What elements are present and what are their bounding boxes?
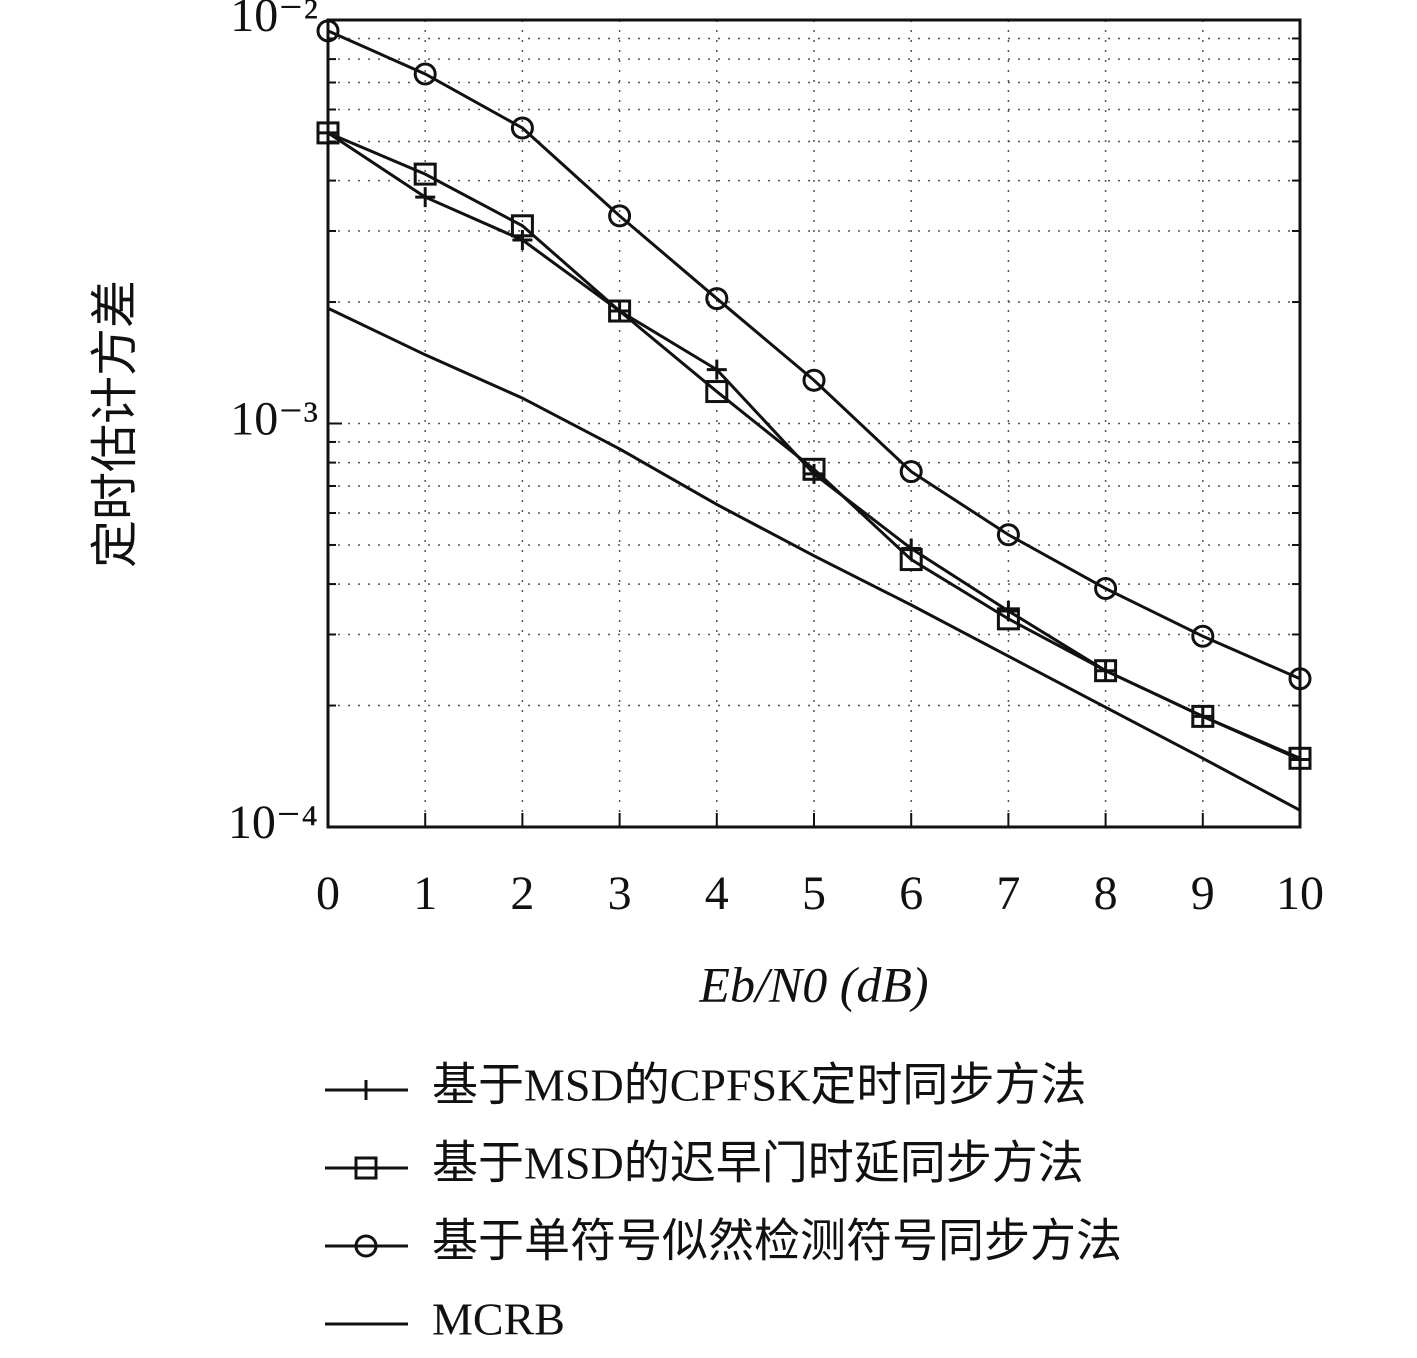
x-tick-label: 1: [413, 867, 437, 920]
marker: [705, 287, 729, 311]
marker: [316, 121, 340, 145]
x-tick-label: 2: [510, 867, 534, 920]
x-tick-label: 9: [1191, 867, 1215, 920]
marker: [996, 607, 1020, 631]
marker: [802, 457, 826, 481]
marker: [1094, 577, 1118, 601]
legend-entry: 基于MSD的CPFSK定时同步方法: [325, 1060, 1086, 1111]
x-tick-label: 4: [705, 867, 729, 920]
marker: [706, 359, 727, 380]
legend-entry: MCRB: [325, 1294, 565, 1345]
legend-label: 基于MSD的CPFSK定时同步方法: [432, 1060, 1086, 1111]
x-tick-label: 3: [608, 867, 632, 920]
legend-entry: 基于单符号似然检测符号同步方法: [325, 1216, 1122, 1267]
marker: [705, 380, 729, 404]
marker: [413, 162, 437, 186]
legend-entry: 基于MSD的迟早门时延同步方法: [325, 1138, 1084, 1189]
x-tick-label: 10: [1276, 867, 1324, 920]
y-tick-label: 10⁻³: [230, 393, 318, 446]
y-axis-label: 定时估计方差: [89, 280, 142, 568]
x-tick-label: 0: [316, 867, 340, 920]
y-tick-label: 10⁻²: [230, 0, 318, 42]
marker: [1191, 624, 1215, 648]
marker: [1290, 749, 1310, 770]
marker: [415, 187, 436, 208]
marker: [802, 368, 826, 392]
x-tick-label: 5: [802, 867, 826, 920]
x-tick-label: 8: [1094, 867, 1118, 920]
marker: [510, 214, 534, 238]
marker: [996, 523, 1020, 547]
plot-frame: [326, 18, 1302, 829]
marker: [510, 116, 534, 140]
marker: [356, 1080, 376, 1100]
marker: [608, 204, 632, 228]
marker: [512, 229, 533, 250]
marker: [899, 548, 923, 572]
legend-label: 基于单符号似然检测符号同步方法: [432, 1216, 1122, 1267]
series-line: [327, 131, 1301, 760]
legend-label: MCRB: [432, 1294, 565, 1345]
marker: [1191, 704, 1215, 728]
x-tick-label: 6: [899, 867, 923, 920]
x-tick-label: 7: [996, 867, 1020, 920]
y-tick-label: 10⁻⁴: [228, 796, 318, 849]
series-line: [327, 131, 1301, 761]
marker: [1094, 659, 1118, 683]
marker: [608, 299, 632, 323]
marker: [354, 1156, 378, 1180]
series-line: [327, 29, 1301, 681]
marker: [316, 19, 340, 43]
marker: [1288, 667, 1312, 691]
marker: [899, 460, 923, 484]
x-axis-label: Eb/N0 (dB): [698, 956, 928, 1012]
marker: [413, 62, 437, 86]
marker: [1288, 746, 1312, 770]
legend-label: 基于MSD的迟早门时延同步方法: [432, 1138, 1084, 1189]
marker: [354, 1234, 378, 1258]
series-line: [327, 306, 1301, 812]
